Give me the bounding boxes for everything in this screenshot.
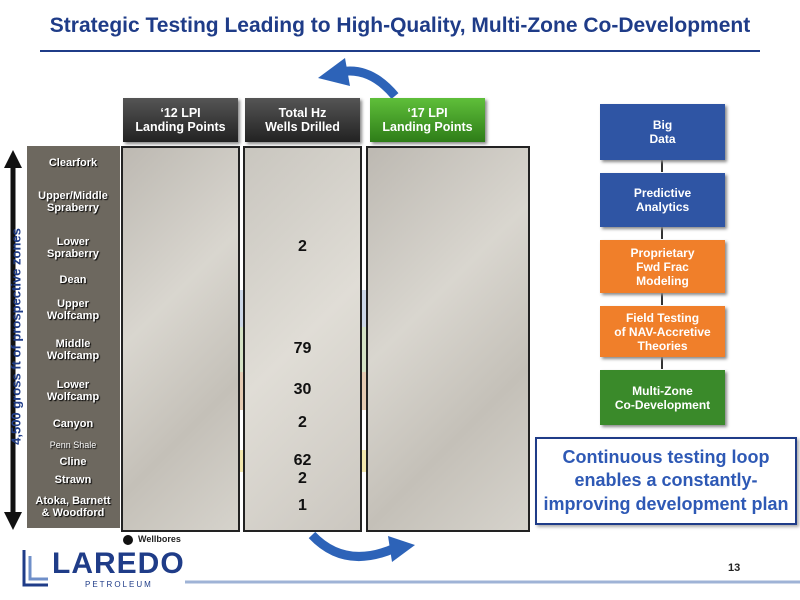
logo-mark (22, 550, 48, 587)
text-line: Spraberry (47, 201, 99, 214)
column-header: ‘17 LPI Landing Points (370, 98, 485, 142)
text-line: Spraberry (47, 248, 99, 260)
text-line: Middle (55, 337, 91, 350)
text-line: Strawn (54, 474, 92, 486)
text-line: Wolfcamp (46, 349, 100, 362)
well-count: 79 (293, 339, 312, 357)
text-line: Data (649, 132, 676, 146)
text-line: Upper/Middle (38, 189, 108, 202)
text-line: Clearfork (48, 156, 98, 169)
text-line: Proprietary (630, 245, 695, 260)
zone-label: Upper/Middle Spraberry (27, 175, 119, 228)
text-line: of NAV-Accretive (614, 324, 711, 339)
text-line: ‘12 LPI (160, 106, 201, 120)
logo-text: LAREDO (52, 547, 185, 580)
column-header: Total Hz Wells Drilled (245, 98, 360, 142)
text-line: Fwd Frac (636, 259, 689, 274)
text-line: Wolfcamp (46, 391, 100, 403)
legend-label: Wellbores (138, 534, 181, 544)
text-line: Theories (637, 338, 688, 353)
zone-label: Clearfork (27, 150, 119, 175)
well-count: 30 (293, 381, 312, 398)
text-line: Landing Points (382, 120, 473, 134)
text-line: Total Hz (278, 106, 327, 120)
text-line: Penn Shale (49, 439, 97, 450)
text-line: Modeling (636, 273, 689, 288)
text-line: Lower (56, 379, 90, 391)
well-count: 2 (298, 470, 307, 487)
zone-label: Lower Spraberry (27, 228, 119, 268)
text-line: Landing Points (135, 120, 226, 134)
well-count: 62 (293, 451, 312, 469)
text-line: Field Testing (625, 310, 700, 325)
flow-box: Proprietary Fwd Frac Modeling (600, 240, 725, 293)
column (243, 146, 362, 532)
text-line: Multi-Zone (632, 383, 693, 398)
well-count: 2 (298, 413, 307, 431)
loop-arrow (308, 531, 397, 561)
flow-box: Predictive Analytics (600, 173, 725, 227)
well-count: 1 (298, 497, 307, 514)
zone-label: Dean (27, 268, 119, 292)
column (121, 146, 240, 532)
side-label: 4,500 gross ft of prospective zones (8, 228, 24, 445)
depth-arrow-head (4, 150, 22, 168)
text-line: Cline (59, 455, 87, 468)
zone-label: Lower Wolfcamp (27, 372, 119, 410)
zone-label: Penn Shale (27, 437, 119, 452)
text-line: & Woodford (41, 507, 105, 519)
zone-label: Cline (27, 452, 119, 471)
text-line: Dean (59, 274, 87, 286)
text-line: Atoka, Barnett (35, 495, 111, 507)
slide-title: Strategic Testing Leading to High-Qualit… (49, 14, 751, 37)
text-line: Wolfcamp (46, 309, 100, 322)
logo-subtext: PETROLEUM (85, 580, 153, 589)
text-line: Wells Drilled (265, 120, 340, 134)
flow-box: Big Data (600, 104, 725, 160)
zone-label: Atoka, Barnett & Woodford (27, 489, 119, 525)
zone-label: Strawn (27, 471, 119, 489)
well-count: 2 (298, 238, 307, 255)
flow-box: Field Testing of NAV-Accretive Theories (600, 306, 725, 357)
loop-arrow-head (318, 58, 350, 86)
column-header: ‘12 LPI Landing Points (123, 98, 238, 142)
zone-label: Canyon (27, 410, 119, 437)
text-line: Upper (57, 297, 89, 310)
text-line: Canyon (52, 417, 94, 430)
text-line: Big (652, 118, 673, 132)
flow-box: Multi-Zone Co-Development (600, 370, 725, 425)
zone-column (27, 146, 120, 528)
text-line: ‘17 LPI (407, 106, 448, 120)
text-line: Co-Development (614, 397, 711, 412)
callout-text: Continuous testing loop enables a consta… (543, 446, 789, 514)
text-line: Predictive (633, 186, 692, 200)
text-line: Analytics (635, 200, 690, 214)
legend-dot (123, 535, 133, 545)
callout: Continuous testing loop enables a consta… (535, 437, 797, 525)
depth-arrow-head (4, 512, 22, 530)
page-number: 13 (728, 562, 741, 574)
loop-arrow-head (388, 536, 415, 562)
zone-label: Middle Wolfcamp (27, 327, 119, 372)
column (366, 146, 530, 532)
text-line: Lower (56, 236, 90, 248)
zone-label: Upper Wolfcamp (27, 292, 119, 327)
